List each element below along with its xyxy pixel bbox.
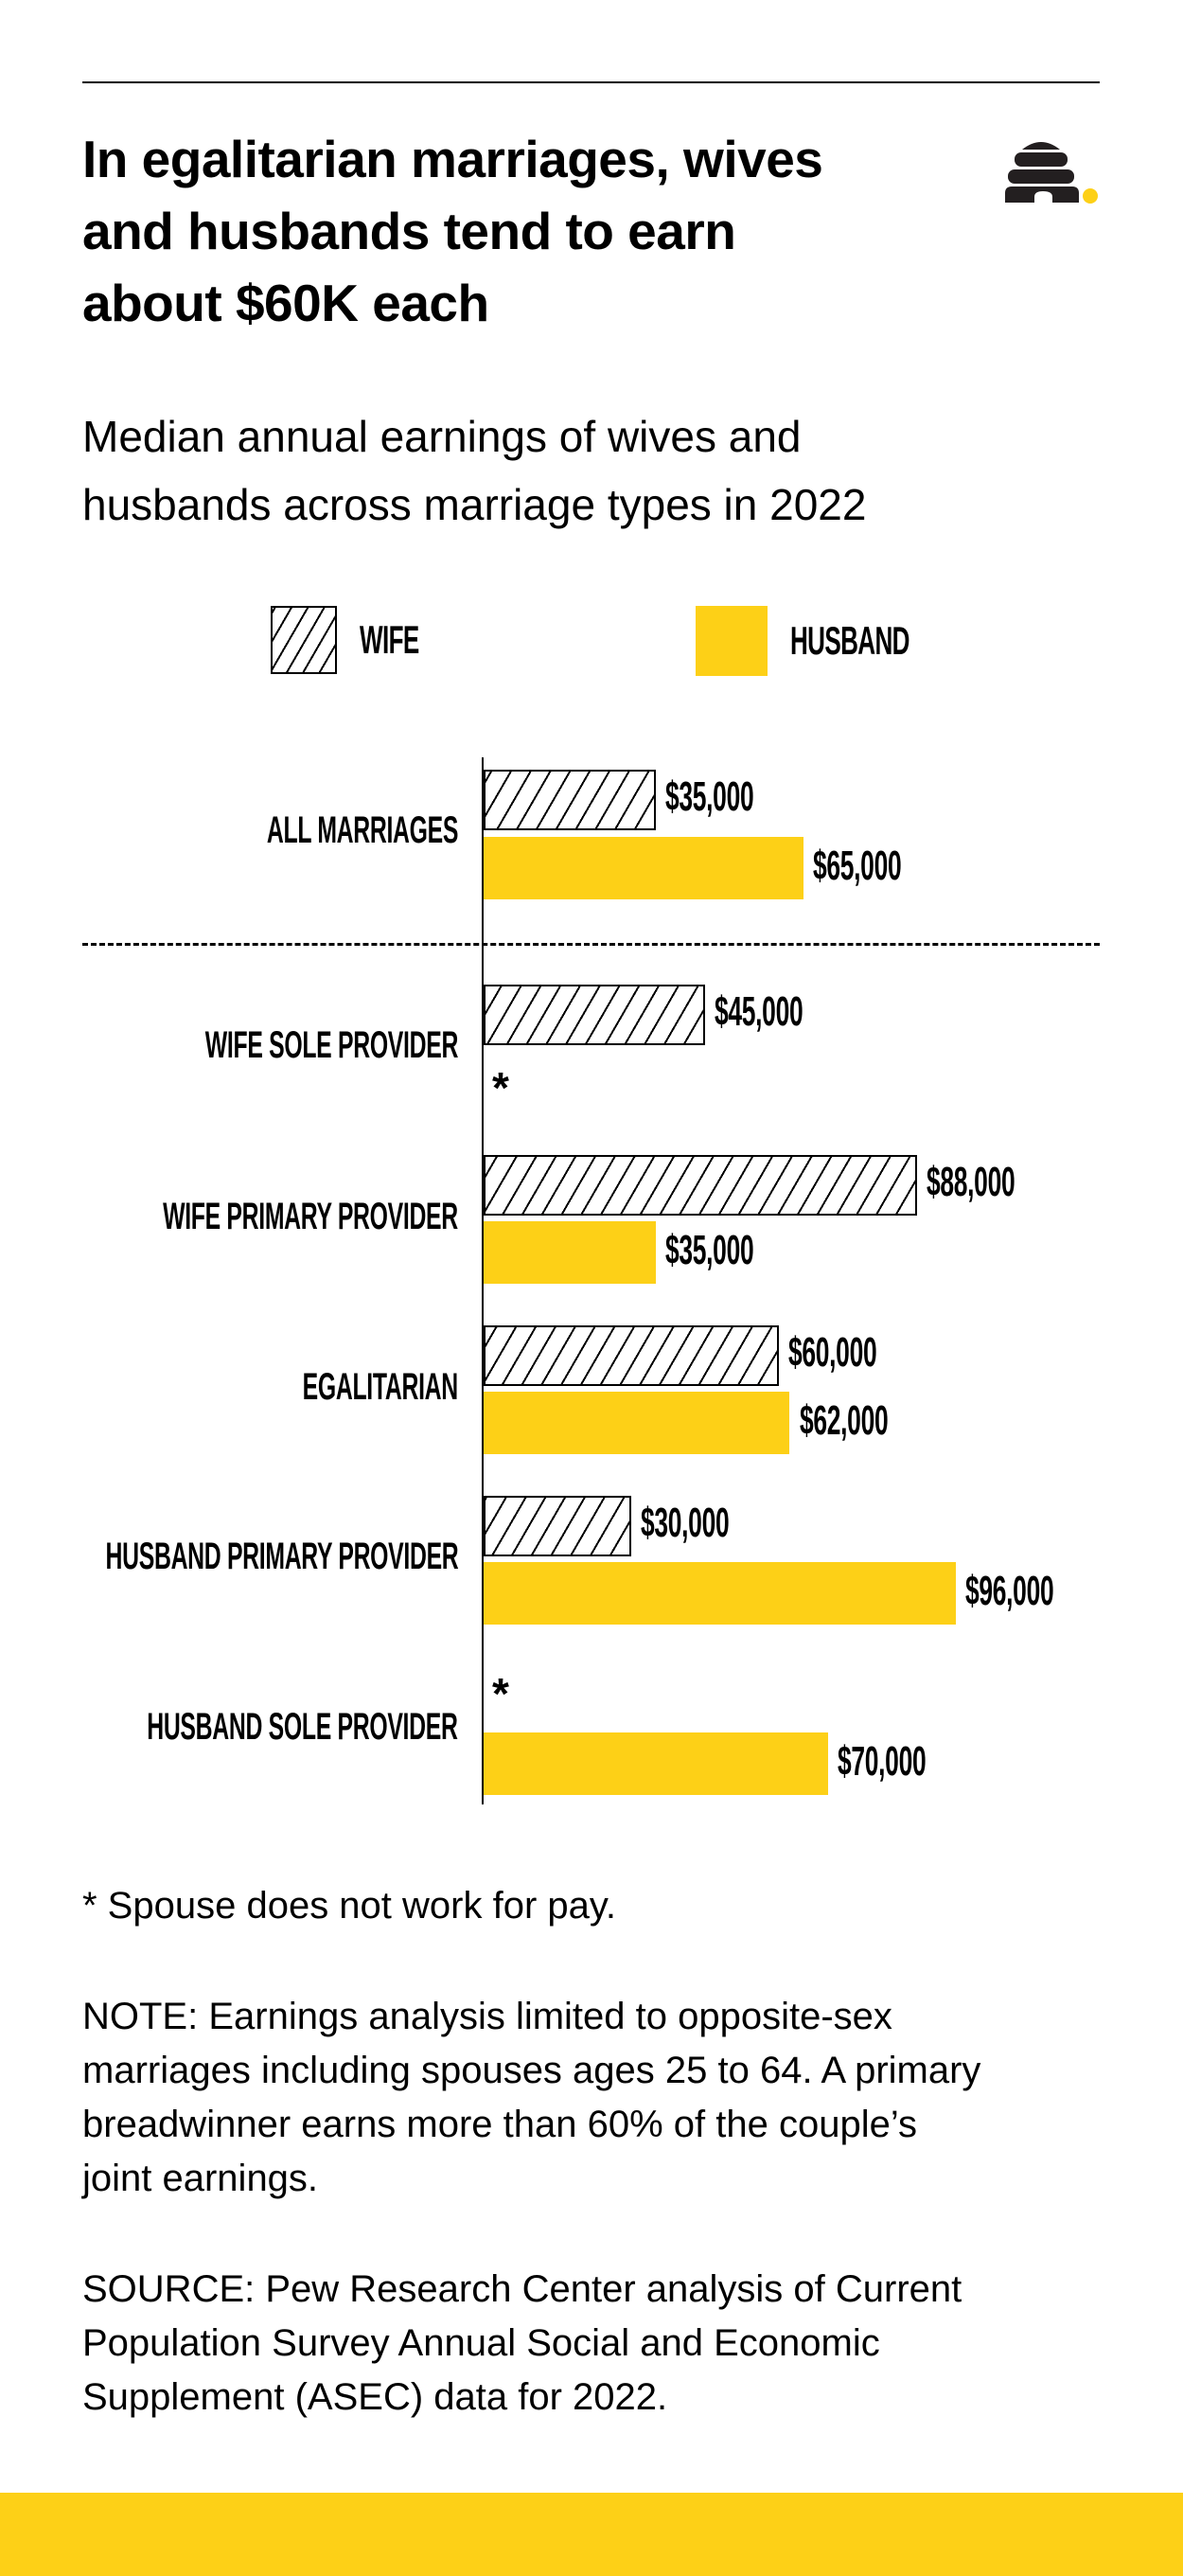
asterisk-footnote: * Spouse does not work for pay. [82, 1885, 617, 1927]
y-axis-line [482, 757, 484, 1804]
note-line: marriages including spouses ages 25 to 6… [82, 2050, 981, 2091]
source-text: SOURCE: Pew Research Center analysis of … [82, 2263, 1104, 2425]
bar-wife [484, 1155, 917, 1216]
source-line: SOURCE: Pew Research Center analysis of … [82, 2268, 962, 2310]
value-label: $96,000 [965, 1568, 1054, 1614]
legend-item-husband: HUSBAND [696, 606, 982, 676]
value-label: $65,000 [813, 843, 902, 889]
category-label: ALL MARRIAGES [266, 809, 458, 851]
footer-band [0, 2493, 1183, 2576]
bar-husband [484, 1392, 789, 1454]
top-rule [82, 81, 1100, 83]
no-earnings-asterisk: * [492, 1063, 509, 1112]
source-line: Supplement (ASEC) data for 2022. [82, 2376, 668, 2418]
bar-wife [484, 770, 656, 830]
note-line: breadwinner earns more than 60% of the c… [82, 2104, 918, 2145]
chart-subtitle: Median annual earnings of wives and husb… [82, 402, 1104, 539]
beehive-icon [1005, 142, 1098, 204]
bar-husband [484, 1732, 828, 1795]
title-line: about $60K each [82, 274, 489, 332]
value-label: $30,000 [641, 1500, 730, 1546]
category-label: WIFE SOLE PROVIDER [204, 1024, 459, 1066]
subtitle-line: husbands across marriage types in 2022 [82, 480, 867, 529]
value-label: $35,000 [665, 1227, 754, 1273]
title-line: and husbands tend to earn [82, 202, 736, 260]
legend-label-husband: HUSBAND [790, 618, 909, 663]
legend-item-wife: WIFE [271, 606, 455, 674]
title-line: In egalitarian marriages, wives [82, 130, 823, 188]
category-label: HUSBAND SOLE PROVIDER [147, 1706, 459, 1748]
husband-swatch [696, 606, 768, 676]
value-label: $35,000 [665, 773, 754, 820]
category-label: WIFE PRIMARY PROVIDER [163, 1196, 458, 1237]
legend-label-wife: WIFE [360, 617, 419, 662]
note-line: joint earnings. [82, 2158, 319, 2199]
bar-husband [484, 1221, 656, 1284]
bar-husband [484, 1562, 956, 1625]
note-text: NOTE: Earnings analysis limited to oppos… [82, 1990, 1104, 2206]
bar-wife [484, 1496, 631, 1556]
source-line: Population Survey Annual Social and Econ… [82, 2322, 880, 2364]
chart-title: In egalitarian marriages, wives and husb… [82, 123, 934, 339]
bar-husband [484, 837, 803, 899]
subtitle-line: Median annual earnings of wives and [82, 412, 802, 461]
category-label: EGALITARIAN [302, 1366, 459, 1408]
category-label: HUSBAND PRIMARY PROVIDER [105, 1536, 458, 1577]
value-label: $62,000 [800, 1397, 889, 1444]
value-label: $70,000 [838, 1738, 927, 1785]
note-line: NOTE: Earnings analysis limited to oppos… [82, 1996, 892, 2037]
value-label: $45,000 [715, 988, 803, 1035]
value-label: $88,000 [927, 1159, 1015, 1205]
bar-wife [484, 1325, 779, 1386]
bar-wife [484, 985, 705, 1045]
dashed-separator [82, 943, 1100, 946]
wife-swatch [271, 606, 337, 674]
no-earnings-asterisk: * [492, 1669, 509, 1718]
value-label: $60,000 [788, 1329, 877, 1376]
